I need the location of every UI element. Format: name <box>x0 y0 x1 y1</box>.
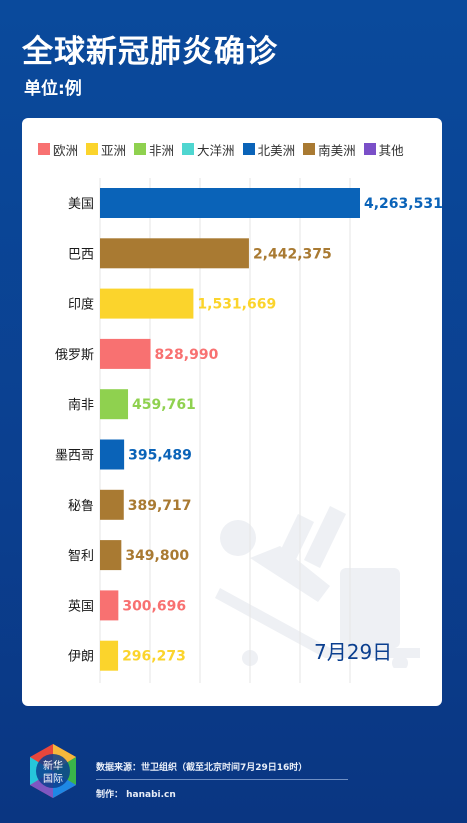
svg-text:国际: 国际 <box>43 773 63 785</box>
svg-text:新华: 新华 <box>43 759 63 772</box>
category-label: 墨西哥 <box>55 449 94 464</box>
category-label: 伊朗 <box>68 650 94 665</box>
value-label: 828,990 <box>155 347 219 363</box>
chart-legend: 欧洲 亚洲 非洲 大洋洲 北美洲 南美洲 其他 <box>38 140 404 158</box>
chart-card: 欧洲 亚洲 非洲 大洋洲 北美洲 南美洲 其他 美国 4,263,531 巴西 2,4… <box>22 118 442 706</box>
data-source: 数据来源：世卫组织（截至北京时间7月29日16时） <box>96 763 308 773</box>
legend-item: 北美洲 <box>242 140 296 159</box>
legend-label: 非洲 <box>149 142 175 158</box>
date-label: 7月29日 <box>314 640 393 664</box>
divider <box>96 779 348 780</box>
category-label: 英国 <box>68 599 94 614</box>
value-label: 4,263,531 <box>364 196 442 212</box>
bar <box>100 489 124 520</box>
legend-item: 南美洲 <box>303 140 356 159</box>
category-label: 俄罗斯 <box>55 348 94 363</box>
legend-label: 亚洲 <box>101 142 127 158</box>
legend-label: 南美洲 <box>318 142 356 158</box>
legend-item: 亚洲 <box>86 140 126 159</box>
unit-label: 单位:例 <box>24 79 82 99</box>
legend-item: 大洋洲 <box>182 140 235 159</box>
page-title: 全球新冠肺炎确诊 <box>22 34 278 70</box>
value-label: 1,531,669 <box>197 297 276 313</box>
credit: 制作： hanabi.cn <box>96 790 176 800</box>
bar <box>100 439 125 470</box>
bar <box>100 188 360 218</box>
value-label: 395,489 <box>128 448 192 464</box>
legend-swatch <box>38 143 50 155</box>
value-label: 296,273 <box>122 649 186 665</box>
category-label: 巴西 <box>68 247 94 262</box>
legend-swatch <box>303 143 316 155</box>
legend-item: 非洲 <box>134 140 174 159</box>
category-label: 智利 <box>68 549 94 564</box>
value-label: 349,800 <box>125 548 189 564</box>
value-label: 300,696 <box>122 598 186 614</box>
bar <box>100 590 119 621</box>
bar-chart: 美国 4,263,531 巴西 2,442,375 印度 1,531,669 俄罗斯 828,… <box>55 178 442 683</box>
value-label: 2,442,375 <box>253 246 332 262</box>
legend-label: 其他 <box>378 142 404 158</box>
category-label: 秘鲁 <box>68 499 94 514</box>
category-label: 印度 <box>68 297 94 313</box>
bar <box>100 338 151 369</box>
category-label: 美国 <box>68 197 94 212</box>
category-label: 南非 <box>68 397 94 413</box>
legend-label: 北美洲 <box>257 142 296 158</box>
legend-swatch <box>86 143 99 155</box>
xinhua-logo: 新华 国际 <box>30 744 76 798</box>
legend-label: 欧洲 <box>53 142 79 158</box>
bar <box>100 640 119 671</box>
person-watermark-icon <box>215 506 420 668</box>
legend-swatch <box>134 143 147 155</box>
legend-swatch <box>363 143 376 155</box>
bar <box>100 238 249 269</box>
legend-label: 大洋洲 <box>197 142 235 158</box>
bar <box>100 540 122 571</box>
value-label: 389,717 <box>128 498 192 514</box>
bar <box>100 389 129 420</box>
legend-item: 欧洲 <box>38 140 78 159</box>
value-label: 459,761 <box>132 397 196 413</box>
legend-swatch <box>242 143 255 155</box>
legend-swatch <box>182 143 195 155</box>
legend-item: 其他 <box>363 140 404 159</box>
bar <box>100 288 194 319</box>
